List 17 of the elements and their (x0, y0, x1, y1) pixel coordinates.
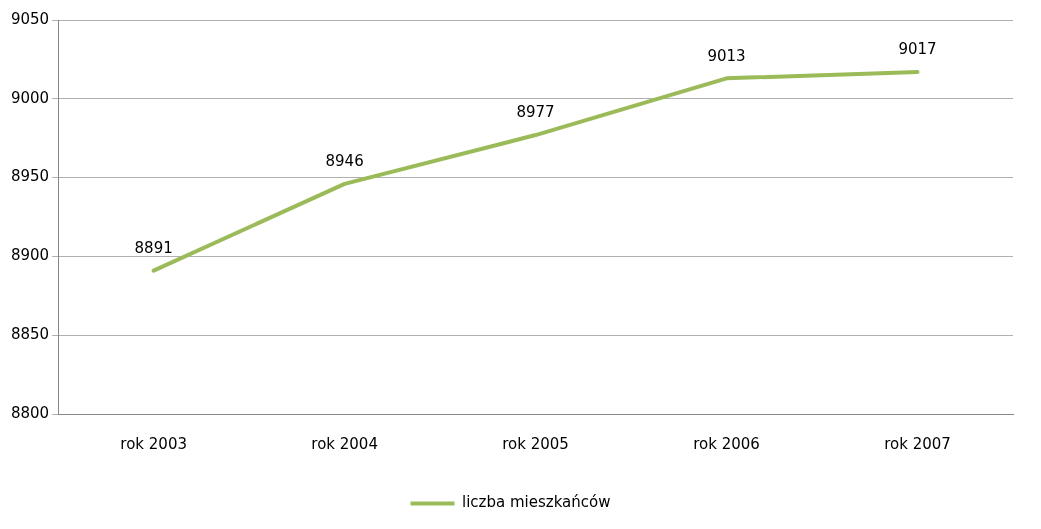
y-tick-label: 8800 (10, 403, 50, 422)
x-tick-label: rok 2006 (693, 434, 760, 453)
data-label: 8977 (516, 103, 555, 122)
data-label: 9017 (898, 40, 937, 59)
data-label: 8891 (134, 238, 173, 257)
y-tick-label: 8850 (10, 325, 50, 344)
x-tick-label: rok 2004 (311, 434, 378, 453)
y-tick-label: 9050 (10, 9, 50, 28)
legend-label: liczba mieszkańców (462, 493, 611, 512)
x-tick-label: rok 2007 (884, 434, 951, 453)
x-tick-label: rok 2005 (502, 434, 569, 453)
y-tick-label: 9000 (10, 88, 50, 107)
y-tick-label: 8900 (10, 246, 50, 265)
x-tick-label: rok 2003 (120, 434, 187, 453)
data-label: 8946 (325, 152, 364, 171)
data-label: 9013 (707, 46, 746, 65)
y-tick-label: 8950 (10, 167, 50, 186)
